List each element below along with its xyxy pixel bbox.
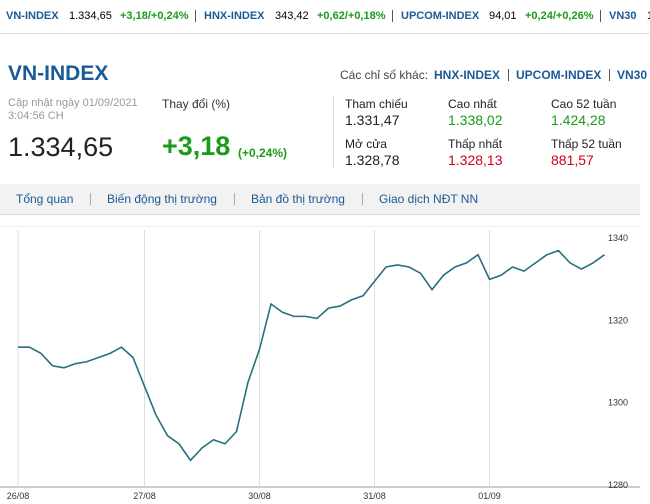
tab[interactable]: Biến động thị trường — [107, 192, 217, 206]
change-pct: (+0,24%) — [238, 146, 288, 160]
line — [18, 249, 605, 462]
ticker-name[interactable]: UPCOM-INDEX — [401, 10, 480, 22]
stat-value: 1.424,28 — [551, 112, 606, 128]
ticker-value: 343,42 — [275, 10, 309, 22]
separator — [609, 69, 610, 81]
other-link[interactable]: UPCOM-INDEX — [516, 68, 602, 82]
chart: 26/08 27/08 30/08 31/08 01/09 1280 1300 1320 134… — [0, 226, 640, 501]
updated: Cập nhật ngày 01/09/2021 — [8, 97, 138, 109]
separator — [195, 10, 196, 22]
stat-value: 881,57 — [551, 152, 594, 168]
price: 1.334,65 — [8, 132, 114, 162]
time: 3:04:56 CH — [8, 110, 64, 122]
ticker-bar: VN-INDEX 1.334,65 +3,18/+0,24% HNX-INDEX 343… — [0, 0, 650, 34]
ticker-value: 1.42 — [647, 10, 650, 22]
stat-label: Thấp 52 tuần — [551, 137, 622, 151]
x-tick-label: 30/08 — [248, 491, 271, 501]
others-label: Các chỉ số khác: — [340, 68, 429, 82]
stat-value: 1.331,47 — [345, 112, 400, 128]
stat-label: Cao nhất — [448, 97, 497, 111]
x-tick-label: 26/08 — [7, 491, 30, 501]
divider — [333, 96, 334, 168]
separator — [90, 193, 91, 205]
separator — [392, 10, 393, 22]
change: +3,18 — [162, 131, 231, 161]
y-tick-label: 1280 — [608, 480, 628, 490]
stat-label: Mở cửa — [345, 137, 387, 151]
other-link[interactable]: HNX-INDEX — [434, 68, 501, 82]
ticker-name[interactable]: HNX-INDEX — [204, 10, 265, 22]
tab[interactable]: Bản đồ thị trường — [251, 192, 345, 206]
y-tick-label: 1320 — [608, 315, 628, 325]
x-tick-label: 31/08 — [363, 491, 386, 501]
separator — [600, 10, 601, 22]
other-link[interactable]: VN30 — [617, 68, 648, 82]
stat-label: Thấp nhất — [448, 137, 503, 151]
separator — [362, 193, 363, 205]
change-label: Thay đổi (%) — [162, 97, 231, 111]
stat-value: 1.338,02 — [448, 112, 503, 128]
ticker-change: +0,62/+0,18% — [317, 10, 386, 22]
tab[interactable]: Tổng quan — [16, 192, 74, 206]
x-tick-label: 27/08 — [133, 491, 156, 501]
tabs: Tổng quan Biến động thị trường Bản đồ thị … — [0, 184, 640, 215]
stat-value: 1.328,78 — [345, 152, 400, 168]
stat-label: Cao 52 tuần — [551, 97, 617, 111]
tab[interactable]: Giao dịch NĐT NN — [379, 192, 479, 206]
ticker-name[interactable]: VN-INDEX — [6, 10, 59, 22]
ticker-change: +0,24/+0,26% — [525, 10, 594, 22]
ticker-name[interactable]: VN30 — [609, 10, 637, 22]
y-tick-label: 1300 — [608, 398, 628, 408]
separator — [508, 69, 509, 81]
stat-label: Tham chiếu — [345, 97, 408, 111]
title: VN-INDEX — [8, 62, 109, 85]
x-tick-label: 01/09 — [478, 491, 501, 501]
stat-value: 1.328,13 — [448, 152, 503, 168]
ticker-value: 94,01 — [489, 10, 517, 22]
ticker-change: +3,18/+0,24% — [120, 10, 189, 22]
ticker-value: 1.334,65 — [69, 10, 112, 22]
y-tick-label: 1340 — [608, 233, 628, 243]
separator — [234, 193, 235, 205]
